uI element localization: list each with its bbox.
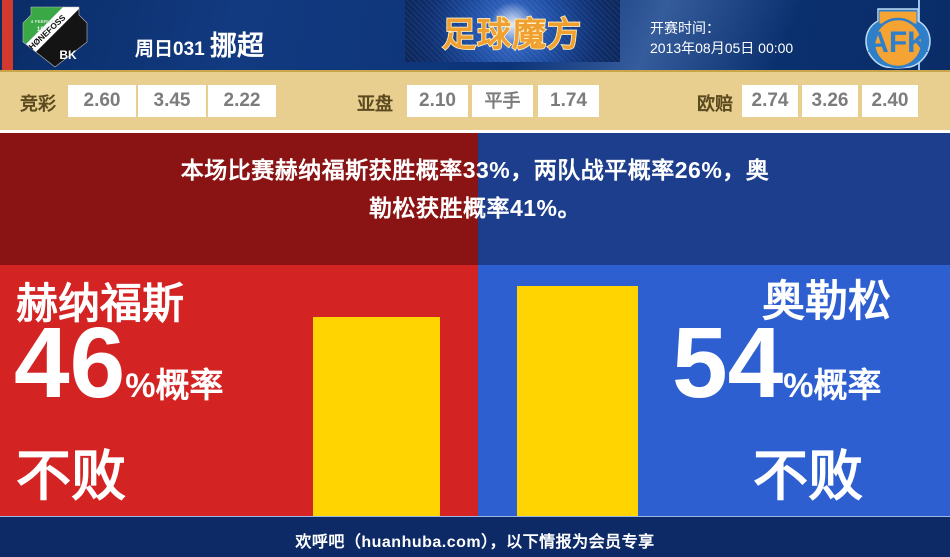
svg-text:AFK: AFK	[867, 26, 929, 59]
svg-text:BK: BK	[59, 48, 77, 62]
svg-text:足球魔方: 足球魔方	[442, 16, 582, 54]
